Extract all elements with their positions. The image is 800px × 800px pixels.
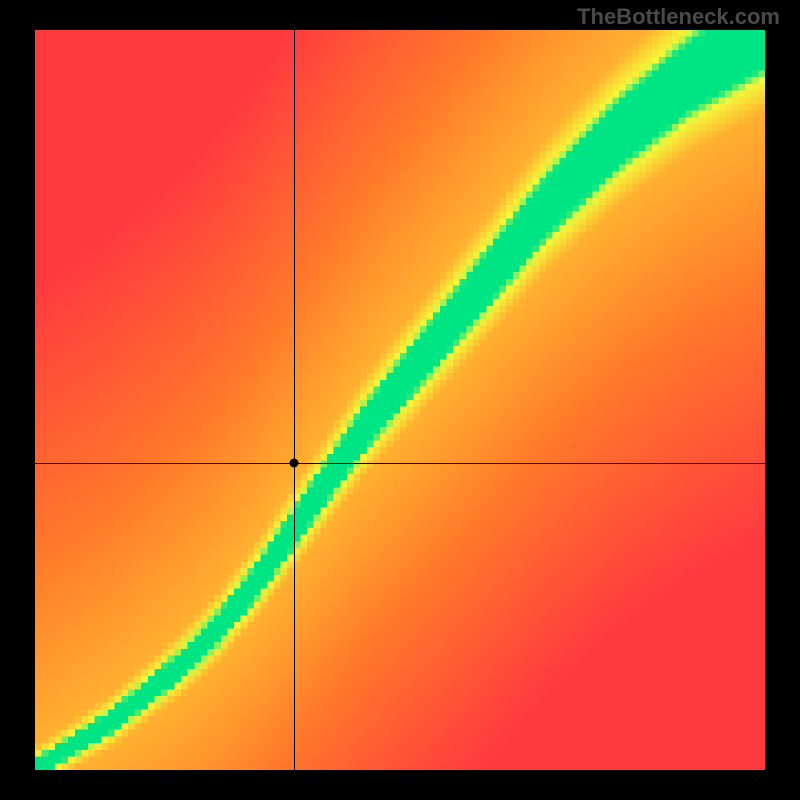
chart-container: TheBottleneck.com bbox=[0, 0, 800, 800]
watermark-text: TheBottleneck.com bbox=[577, 4, 780, 30]
plot-area bbox=[35, 30, 765, 770]
heatmap-canvas bbox=[35, 30, 765, 770]
crosshair-vertical bbox=[294, 30, 295, 770]
crosshair-horizontal bbox=[35, 463, 765, 464]
crosshair-marker bbox=[290, 458, 299, 467]
